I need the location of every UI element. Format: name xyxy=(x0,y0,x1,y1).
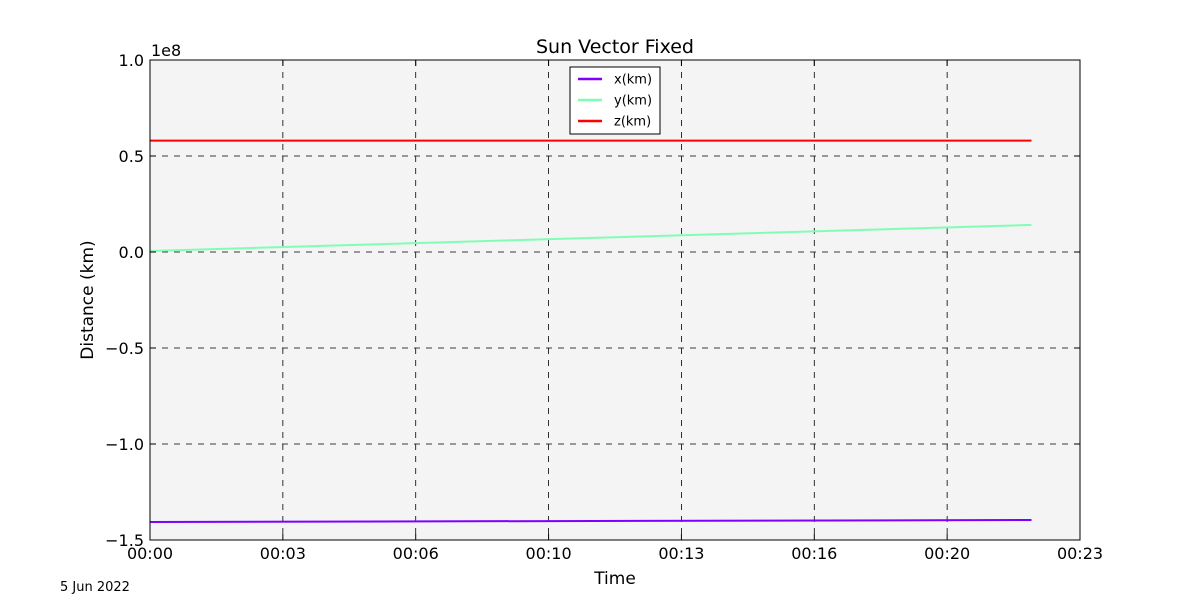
y-tick-label: −1.5 xyxy=(105,531,144,550)
y-tick-label: 1.0 xyxy=(119,51,144,70)
y-axis: 1.0 0.5 0.0 −0.5 −1.0 −1.5 xyxy=(105,51,1080,550)
chart-title: Sun Vector Fixed xyxy=(536,36,694,58)
y-axis-label: Distance (km) xyxy=(78,240,98,359)
legend-label: z(km) xyxy=(614,115,651,130)
x-tick-label: 00:03 xyxy=(260,544,306,563)
grid xyxy=(150,60,1080,540)
y-offset-label: 1e8 xyxy=(151,41,181,60)
y-tick-label: −0.5 xyxy=(105,339,144,358)
x-tick-label: 00:06 xyxy=(393,544,439,563)
series-lines xyxy=(149,139,1032,523)
y-tick-label: 0.5 xyxy=(119,147,144,166)
legend-label: y(km) xyxy=(614,94,652,109)
y-tick-label: −1.0 xyxy=(105,435,144,454)
date-footnote: 5 Jun 2022 xyxy=(60,580,130,595)
x-tick-label: 00:16 xyxy=(791,544,837,563)
x-tick-label: 00:23 xyxy=(1057,544,1103,563)
x-tick-label: 00:00 xyxy=(127,544,173,563)
x-tick-label: 00:13 xyxy=(658,544,704,563)
x-axis: 00:00 00:03 00:06 00:10 00:13 00:16 00:20 00:23 xyxy=(127,60,1103,563)
series-line-x-km xyxy=(149,519,1032,523)
x-tick-label: 00:20 xyxy=(924,544,970,563)
legend-label: x(km) xyxy=(614,73,652,88)
series-line-y-km xyxy=(149,223,1032,252)
x-axis-label: Time xyxy=(593,569,636,589)
x-tick-label: 00:10 xyxy=(526,544,572,563)
legend: x(km) y(km) z(km) xyxy=(569,66,661,135)
y-tick-label: 0.0 xyxy=(119,243,144,262)
plot-frame xyxy=(149,59,1081,541)
